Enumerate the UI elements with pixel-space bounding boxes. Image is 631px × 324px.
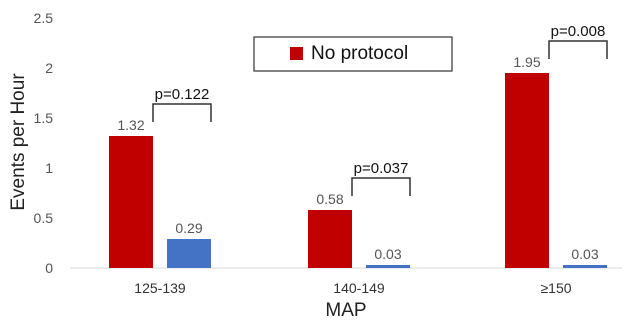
significance-bracket	[152, 103, 212, 122]
legend-label-no-protocol: No protocol	[311, 43, 408, 64]
bar-series-1-2	[308, 210, 352, 268]
significance-bracket	[548, 40, 608, 59]
x-tick-label: 140-149	[333, 280, 385, 296]
data-label: 0.29	[175, 220, 202, 236]
data-label: 1.95	[513, 54, 540, 70]
legend: No protocol	[253, 36, 453, 72]
y-tick-label: 2	[45, 60, 53, 76]
p-value-label: p=0.008	[551, 23, 606, 40]
data-label: 0.03	[374, 246, 401, 262]
bar-series-2-3	[563, 265, 607, 268]
p-value-label: p=0.122	[155, 86, 210, 103]
x-tick-label: ≥150	[540, 280, 571, 296]
data-label: 1.32	[117, 117, 144, 133]
y-axis: 0 0.5 1 1.5 2 2.5	[34, 10, 54, 276]
y-tick-label: 0.5	[34, 210, 54, 226]
bar-series-1-1	[109, 136, 153, 268]
data-label: 0.03	[571, 246, 598, 262]
bars	[109, 73, 607, 268]
y-tick-label: 1	[45, 160, 53, 176]
significance-annotations: p=0.122 p=0.037 p=0.008	[152, 23, 608, 196]
legend-swatch-no-protocol	[290, 47, 303, 60]
x-tick-label: 125-139	[134, 280, 186, 296]
data-labels: 1.32 0.58 1.95 0.29 0.03 0.03	[117, 54, 598, 262]
bar-series-2-1	[167, 239, 211, 268]
x-axis: 125-139 140-149 ≥150	[134, 280, 571, 296]
bar-series-1-3	[505, 73, 549, 268]
significance-bracket	[351, 177, 411, 196]
y-tick-label: 0	[45, 260, 53, 276]
y-tick-label: 1.5	[34, 110, 54, 126]
legend-box	[253, 36, 453, 72]
y-tick-label: 2.5	[34, 10, 54, 26]
bar-series-2-2	[366, 265, 410, 268]
y-axis-title: Events per Hour	[8, 73, 29, 211]
p-value-label: p=0.037	[354, 160, 409, 177]
data-label: 0.58	[316, 191, 343, 207]
x-axis-title: MAP	[325, 300, 366, 321]
